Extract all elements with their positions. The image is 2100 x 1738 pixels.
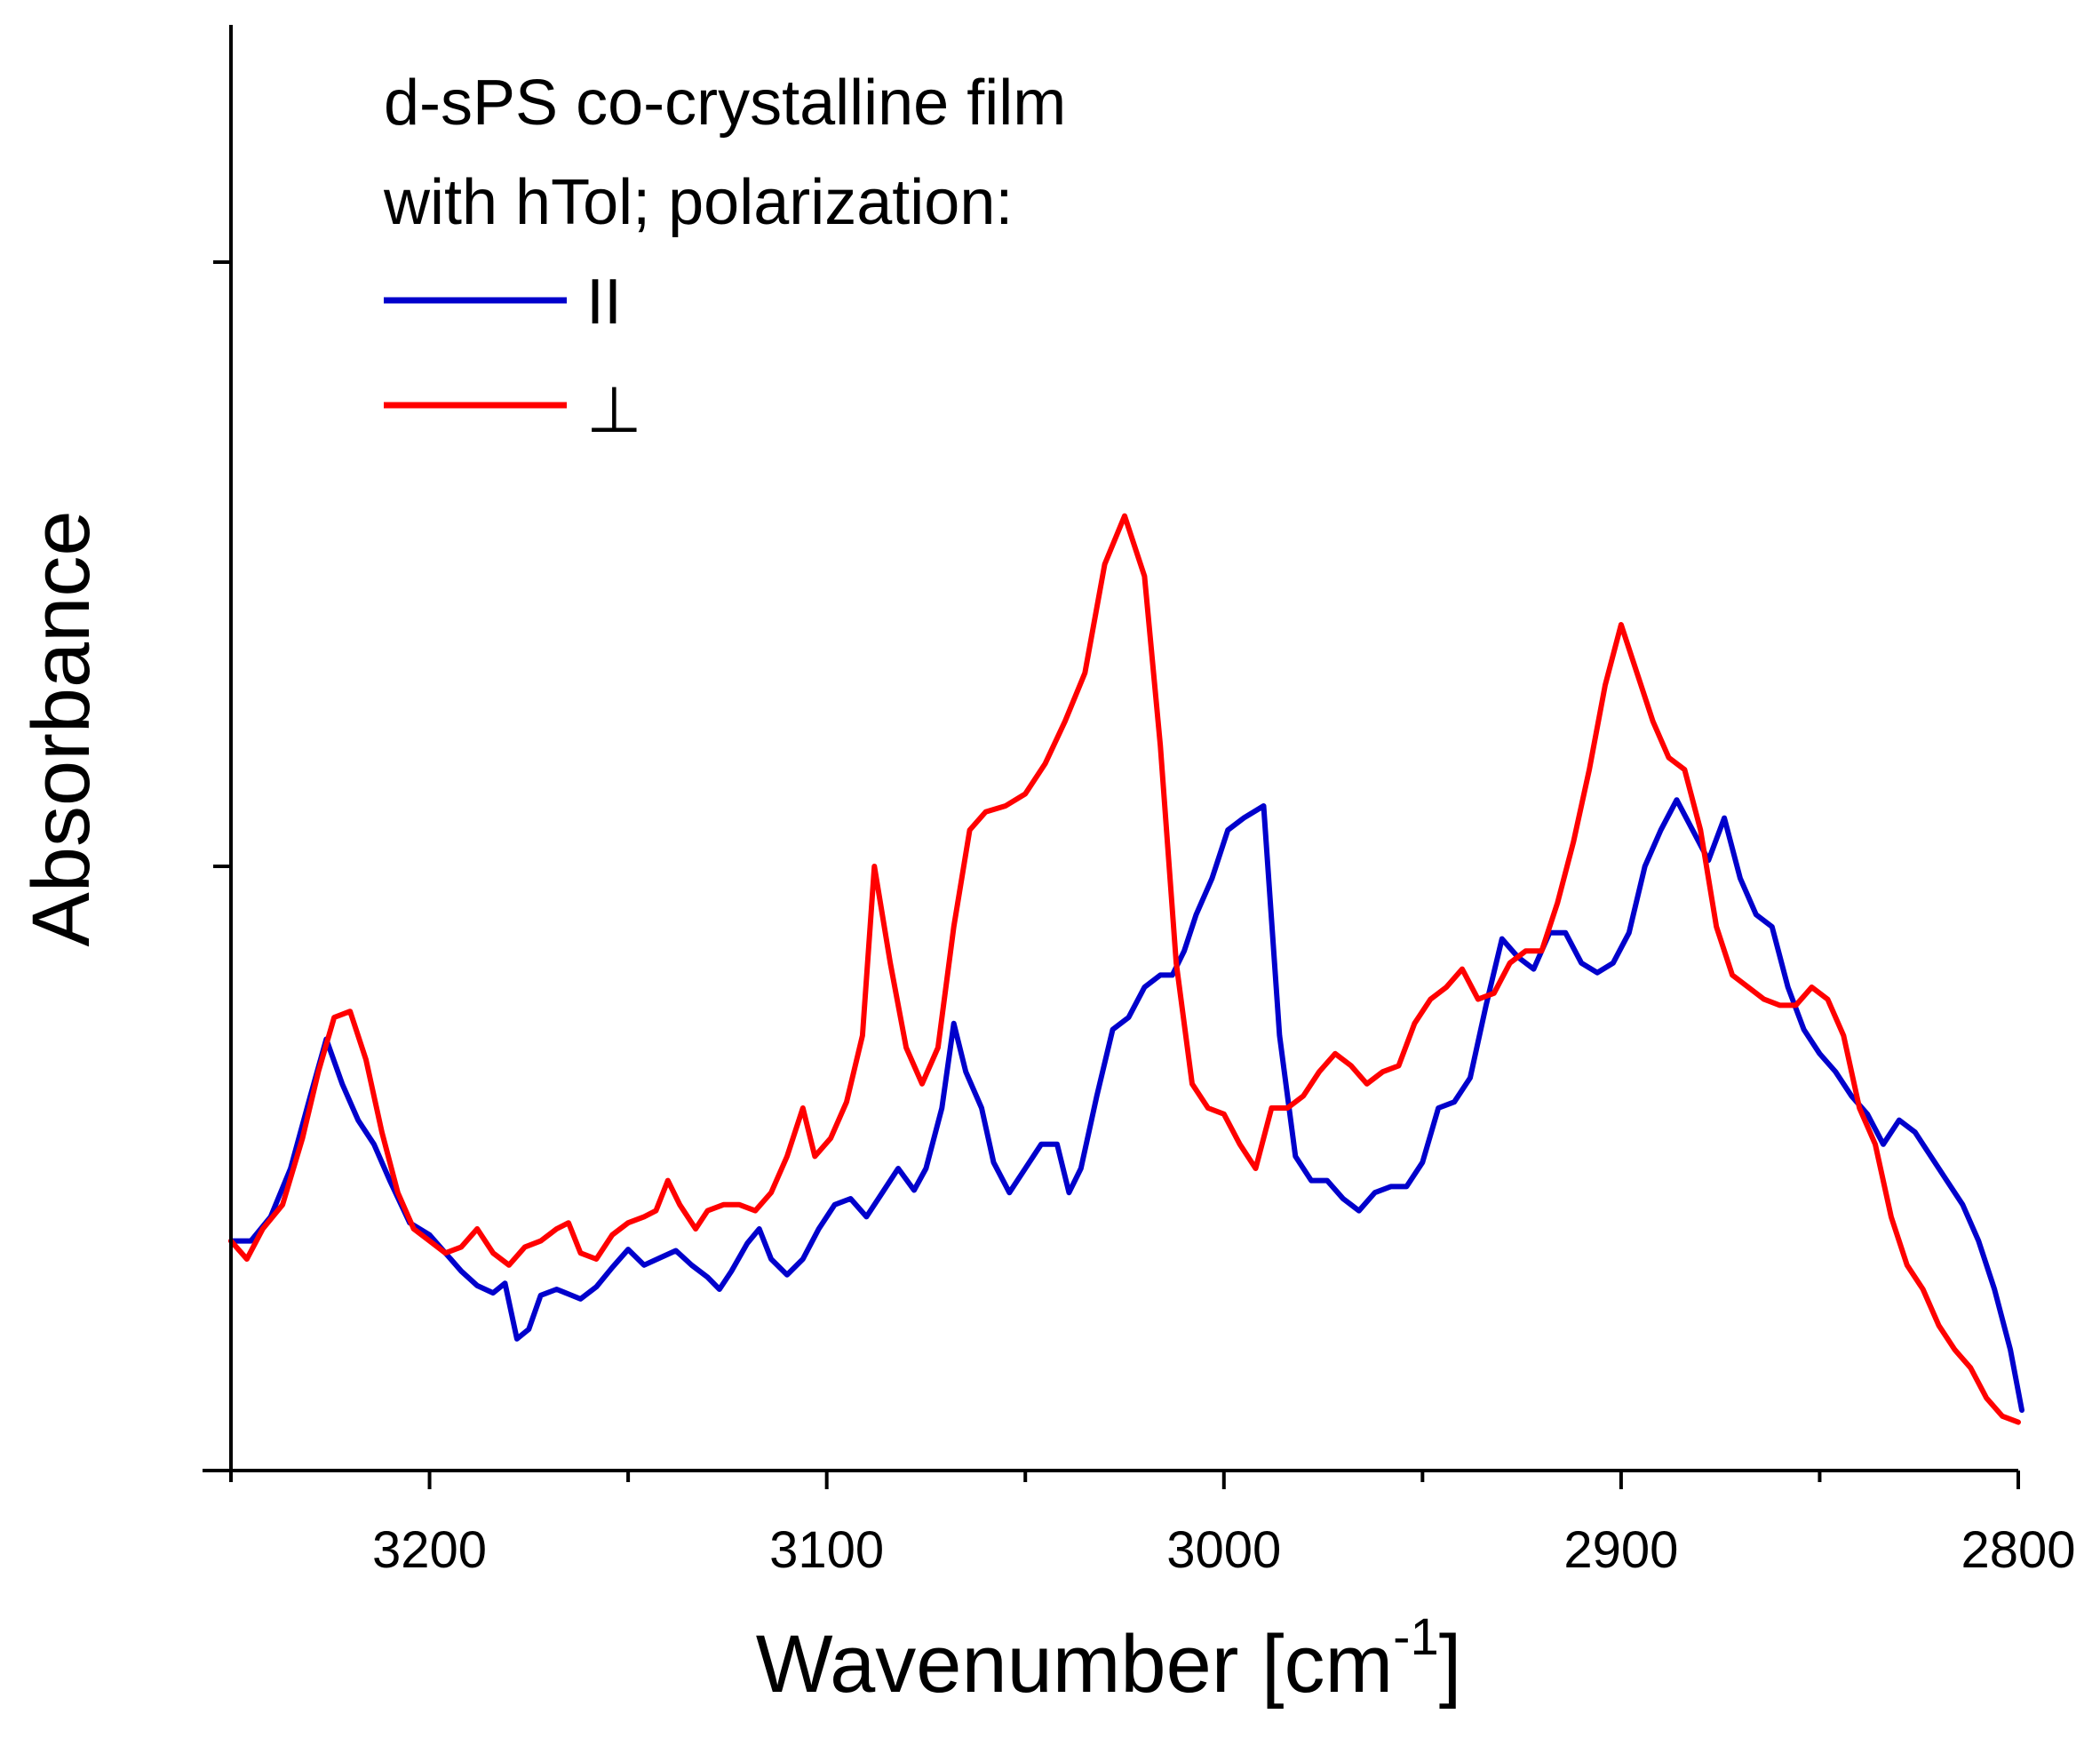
legend-label-parallel: II — [586, 267, 622, 338]
y-axis-title: Absorbance — [16, 511, 107, 947]
x-axis-title-main: Wavenumber [cm — [756, 1619, 1393, 1710]
series-layer — [228, 513, 2024, 1425]
series-line-perpendicular — [228, 513, 2021, 1425]
x-tick-label-2900: 2900 — [1563, 1521, 1678, 1579]
axis-titles: Wavenumber [cm-1] Absorbance — [16, 511, 1461, 1710]
x-tick-label-3100: 3100 — [769, 1521, 884, 1579]
legend-title-line1: d-sPS co-crystalline film — [384, 68, 1066, 139]
legend: d-sPS co-crystalline film with hTol; pol… — [383, 68, 1066, 446]
series-line-parallel — [228, 797, 2024, 1413]
plot-area — [228, 513, 2024, 1425]
legend-label-perpendicular: ⊥ — [586, 375, 642, 446]
axes: 3200 3100 3000 2900 2800 — [203, 25, 2076, 1579]
y-ticks — [213, 260, 231, 868]
x-tick-label-2800: 2800 — [1961, 1521, 2075, 1579]
x-axis-title-superscript: -1 — [1393, 1608, 1439, 1666]
x-axis-title: Wavenumber [cm-1] — [756, 1608, 1462, 1710]
legend-title-line2: with hTol; polarization: — [383, 167, 1013, 238]
x-tick-label-3200: 3200 — [372, 1521, 487, 1579]
x-axis-title-suffix: ] — [1439, 1619, 1462, 1710]
x-ticks: 3200 3100 3000 2900 2800 — [229, 1471, 2076, 1579]
x-tick-label-3000: 3000 — [1166, 1521, 1281, 1579]
